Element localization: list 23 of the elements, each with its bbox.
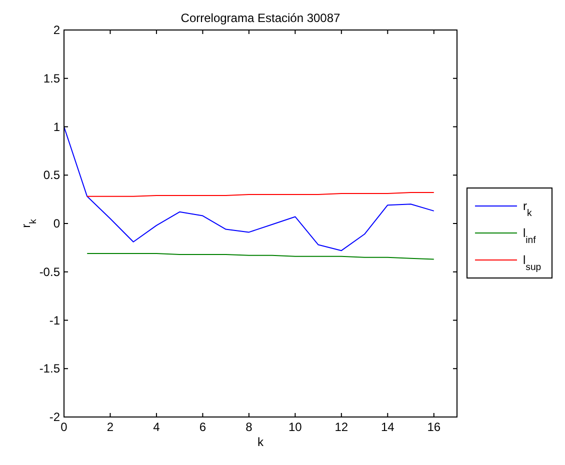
x-tick-label: 10: [288, 420, 302, 434]
y-tick-label: -0.5: [39, 264, 60, 279]
legend-label: r$_{k}$: [523, 199, 532, 218]
x-tick-label: 2: [106, 420, 114, 434]
y-tick-label: -1.5: [39, 362, 60, 376]
x-axis-title: k: [258, 435, 264, 449]
y-tick-label: 0.5: [43, 168, 60, 182]
y-tick-label: 0: [53, 216, 60, 230]
x-tick-label: 16: [427, 420, 441, 434]
x-tick-label: 6: [199, 420, 206, 434]
legend-label: l$_{inf}$: [523, 226, 536, 246]
chart-title: Correlograma Estación 30087: [180, 11, 341, 25]
x-tick-label: 12: [334, 420, 348, 434]
y-tick-label: 1: [53, 120, 60, 134]
y-tick-label: 2: [53, 23, 60, 37]
x-tick-label: 8: [246, 420, 253, 434]
y-tick-label: -2: [49, 410, 60, 424]
y-tick-label: -1: [49, 313, 60, 328]
x-tick-label: 14: [380, 420, 395, 434]
x-tick-label: 4: [153, 420, 160, 434]
y-tick-label: 1.5: [43, 71, 60, 86]
legend-label: l$_{sup}$: [523, 253, 542, 272]
line-series: [64, 126, 434, 252]
